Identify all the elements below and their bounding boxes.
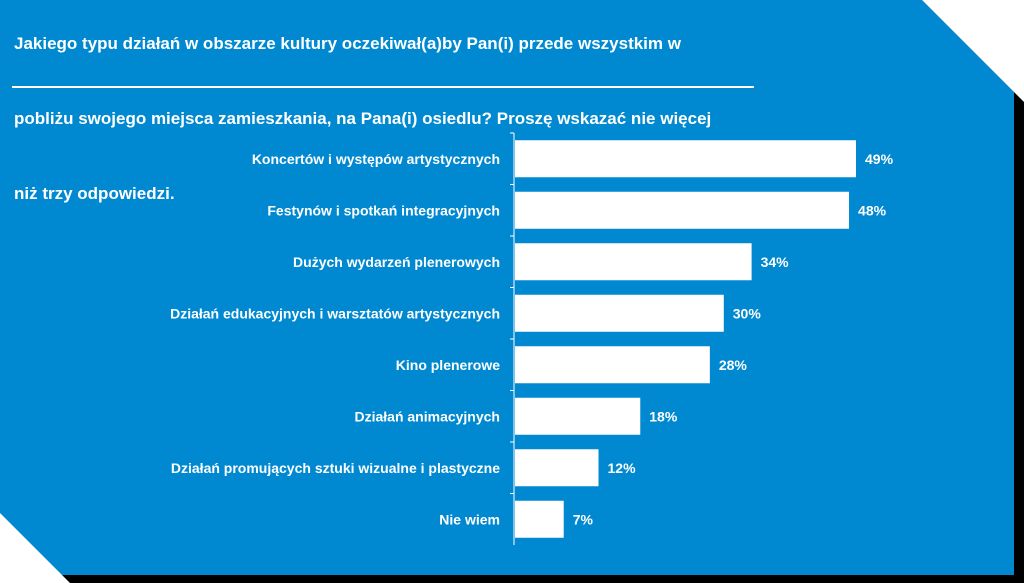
chart-title-line-2: pobliżu swojego miejsca zamieszkania, na…: [14, 109, 712, 128]
bar: [515, 346, 710, 384]
chart-title: Jakiego typu działań w obszarze kultury …: [14, 6, 759, 206]
bar: [515, 500, 564, 538]
category-label: Festynów i spotkań integracyjnych: [267, 202, 500, 218]
category-label: Dużych wydarzeń plenerowych: [293, 254, 500, 270]
bar: [515, 294, 724, 332]
bar: [515, 140, 856, 178]
top-right-corner-notch: [922, 0, 1024, 102]
value-label: 7%: [573, 511, 594, 527]
category-label: Koncertów i występów artystycznych: [252, 151, 500, 167]
bar: [515, 191, 850, 229]
bottom-left-corner-notch: [0, 513, 70, 583]
category-label: Działań animacyjnych: [354, 408, 500, 424]
value-label: 49%: [865, 151, 894, 167]
bar: [515, 243, 752, 281]
value-label: 48%: [858, 202, 887, 218]
title-divider: [12, 86, 754, 88]
category-label: Działań promujących sztuki wizualne i pl…: [171, 460, 500, 476]
bar: [515, 449, 599, 487]
plot-area: Koncertów i występów artystycznych 49% Fes…: [170, 132, 894, 545]
category-label: Kino plenerowe: [396, 357, 500, 373]
value-label: 28%: [719, 357, 748, 373]
category-label: Nie wiem: [439, 511, 500, 527]
chart-title-line-1: Jakiego typu działań w obszarze kultury …: [14, 34, 681, 53]
chart-title-line-3: niż trzy odpowiedzi.: [14, 184, 175, 203]
value-label: 30%: [733, 305, 762, 321]
value-label: 18%: [649, 408, 678, 424]
value-label: 34%: [761, 254, 790, 270]
bar: [515, 397, 641, 435]
category-label: Działań edukacyjnych i warsztatów artyst…: [170, 305, 500, 321]
value-label: 12%: [608, 460, 637, 476]
